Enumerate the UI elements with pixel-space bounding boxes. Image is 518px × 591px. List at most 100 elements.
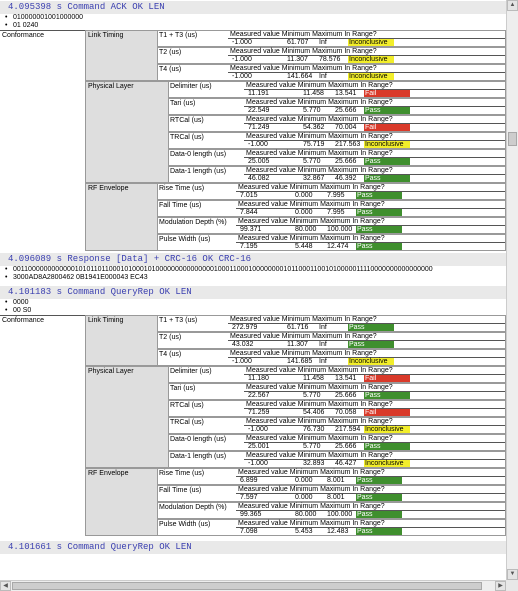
header-rule xyxy=(244,89,505,90)
measured-value: 25.001 xyxy=(248,443,270,450)
measured-value: 272.979 xyxy=(232,324,258,331)
measurement-values: 272.979 61.716 Inf xyxy=(232,324,432,331)
status-badge: Pass xyxy=(348,341,394,348)
measurement-values: 99.371 80.000 100.000 xyxy=(240,226,440,233)
max-value: 78.576 xyxy=(319,56,341,63)
measurement-name: RTCal (us) xyxy=(170,117,204,124)
event-header[interactable]: 4.095398 s Command ACK OK LEN xyxy=(0,0,506,14)
horizontal-scrollbar[interactable]: ◀ ▶ xyxy=(0,580,506,591)
measurement-name: T4 (us) xyxy=(159,351,182,358)
status-badge: Inconclusive xyxy=(348,73,394,80)
measured-value: 25.005 xyxy=(248,158,270,165)
status-badge: Pass xyxy=(356,511,402,518)
min-value: 5.770 xyxy=(303,158,321,165)
max-value: 100.000 xyxy=(327,511,353,518)
results-view: 4.095398 s Command ACK OK LEN • 010000001… xyxy=(0,0,506,554)
header-rule xyxy=(228,38,505,39)
status-badge: Fail xyxy=(364,124,410,131)
measured-value: 6.899 xyxy=(240,477,258,484)
max-value: 7.995 xyxy=(327,192,345,199)
measurement-name: Pulse Width (us) xyxy=(159,236,211,243)
scroll-down-icon[interactable]: ▼ xyxy=(507,569,518,580)
scroll-thumb-horizontal[interactable] xyxy=(12,582,482,590)
scroll-thumb[interactable] xyxy=(508,132,517,146)
measurement-name: Tari (us) xyxy=(170,100,196,107)
header-rule xyxy=(228,72,505,73)
measurement-name: Fall Time (us) xyxy=(159,202,202,209)
column-header: Measured value Minimum Maximum In Range? xyxy=(230,333,377,340)
event-header[interactable]: 4.101661 s Command QueryRep OK LEN xyxy=(0,540,506,554)
measurement-values: 7.015 0.000 7.995 xyxy=(240,192,440,199)
column-header: Measured value Minimum Maximum In Range? xyxy=(238,520,385,527)
measurement-name: Pulse Width (us) xyxy=(159,521,211,528)
measurement-values: 71.259 54.406 70.058 xyxy=(248,409,448,416)
measurement-values: 25.005 5.770 25.666 xyxy=(248,158,448,165)
column-header: Measured value Minimum Maximum In Range? xyxy=(238,503,385,510)
measurement-values: -1.000 75.719 217.563 xyxy=(248,141,448,148)
max-value: 8.001 xyxy=(327,494,345,501)
max-value: 70.004 xyxy=(335,124,357,131)
min-value: 80.000 xyxy=(295,511,317,518)
min-value: 11.307 xyxy=(287,56,308,63)
header-rule xyxy=(236,208,505,209)
status-badge: Pass xyxy=(364,158,410,165)
min-value: 75.719 xyxy=(303,141,325,148)
column-header: Measured value Minimum Maximum In Range? xyxy=(230,31,377,38)
min-value: 141.664 xyxy=(287,73,313,80)
max-value: Inf xyxy=(319,39,327,46)
measured-value: 7.597 xyxy=(240,494,258,501)
measured-value: 46.082 xyxy=(248,175,270,182)
max-value: 25.666 xyxy=(335,443,357,450)
status-badge: Pass xyxy=(348,324,394,331)
max-value: 46.427 xyxy=(335,460,357,467)
measurement-values: 43.032 11.307 Inf xyxy=(232,341,432,348)
measurement-name: T4 (us) xyxy=(159,66,182,73)
measured-value: 22.549 xyxy=(248,107,270,114)
column-header: Measured value Minimum Maximum In Range? xyxy=(246,418,393,425)
measurement-values: 7.597 0.000 8.001 xyxy=(240,494,440,501)
max-value: 46.392 xyxy=(335,175,357,182)
min-value: 5.448 xyxy=(295,243,313,250)
header-rule xyxy=(244,425,505,426)
column-header: Measured value Minimum Maximum In Range? xyxy=(246,384,393,391)
measurement-name: Data-1 length (us) xyxy=(170,168,227,175)
measurement-name: Delimiter (us) xyxy=(170,368,212,375)
measurement-name: Delimiter (us) xyxy=(170,83,212,90)
status-badge: Fail xyxy=(364,409,410,416)
header-rule xyxy=(228,340,505,341)
event-bullet: • 00 S0 xyxy=(5,307,32,314)
measured-value: 7.015 xyxy=(240,192,258,199)
event-bullet: • 01 0240 xyxy=(5,22,39,29)
measurement-name: Modulation Depth (%) xyxy=(159,219,227,226)
status-badge: Pass xyxy=(356,528,402,535)
measurement-values: 22.567 5.770 25.666 xyxy=(248,392,448,399)
min-value: 54.362 xyxy=(303,124,325,131)
max-value: 100.000 xyxy=(327,226,353,233)
conformance-label: Conformance xyxy=(2,32,45,39)
measured-value: 7.844 xyxy=(240,209,258,216)
header-rule xyxy=(244,106,505,107)
header-rule xyxy=(236,476,505,477)
scroll-up-icon[interactable]: ▲ xyxy=(507,0,518,11)
measurement-name: Data-0 length (us) xyxy=(170,436,227,443)
measurement-values: 7.195 5.448 12.474 xyxy=(240,243,440,250)
column-header: Measured value Minimum Maximum In Range? xyxy=(230,316,377,323)
section-label: RF Envelope xyxy=(88,470,129,477)
max-value: Inf xyxy=(319,324,327,331)
event-header[interactable]: 4.101183 s Command QueryRep OK LEN xyxy=(0,285,506,299)
status-badge: Inconclusive xyxy=(348,56,394,63)
max-value: 25.666 xyxy=(335,158,357,165)
vertical-scrollbar[interactable]: ▲ ▼ xyxy=(506,0,518,580)
min-value: 5.770 xyxy=(303,443,321,450)
scroll-left-icon[interactable]: ◀ xyxy=(0,581,11,591)
measured-value: 22.567 xyxy=(248,392,270,399)
event-header[interactable]: 4.096089 s Response [Data] + CRC-16 OK C… xyxy=(0,252,506,266)
max-value: 7.995 xyxy=(327,209,345,216)
max-value: 217.594 xyxy=(335,426,361,433)
column-header: Measured value Minimum Maximum In Range? xyxy=(238,201,385,208)
measurement-values: 71.249 54.362 70.004 xyxy=(248,124,448,131)
measured-value: 99.365 xyxy=(240,511,262,518)
status-badge: Fail xyxy=(364,90,410,97)
scroll-right-icon[interactable]: ▶ xyxy=(495,581,506,591)
column-header: Measured value Minimum Maximum In Range? xyxy=(246,367,393,374)
